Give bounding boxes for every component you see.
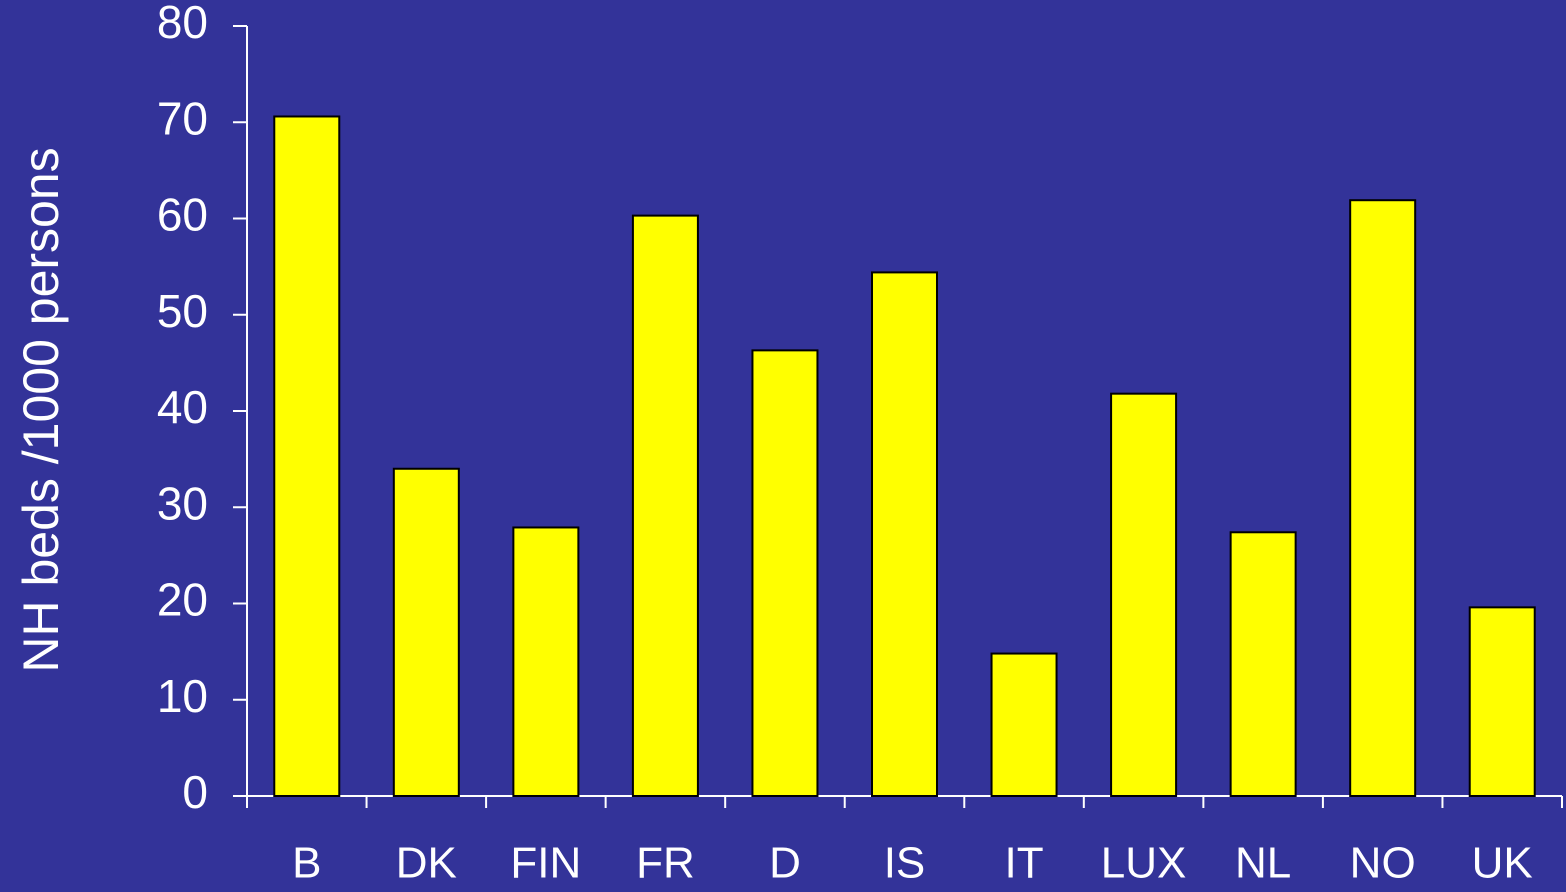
bar	[1468, 606, 1536, 797]
bar	[392, 467, 460, 797]
x-tick-label: IT	[1004, 839, 1043, 888]
x-tick-label: IS	[884, 839, 926, 888]
bar	[512, 526, 580, 798]
x-tick-label: NL	[1235, 839, 1291, 888]
y-tick-label: 30	[157, 477, 208, 529]
y-tick-label: 80	[157, 0, 208, 48]
y-tick-label: 70	[157, 92, 208, 144]
x-tick-label: D	[769, 839, 801, 888]
x-tick-label: FR	[636, 839, 695, 888]
bar	[871, 271, 938, 797]
y-tick-label: 10	[157, 670, 208, 722]
bar	[1349, 199, 1417, 797]
x-tick-label: DK	[396, 839, 457, 888]
y-tick-label: 40	[157, 381, 208, 433]
x-tick-label: B	[292, 839, 321, 888]
y-tick-label: 20	[157, 574, 208, 626]
y-tick-label: 60	[157, 189, 208, 241]
bar	[751, 349, 819, 797]
y-tick-label: 0	[182, 766, 208, 818]
bar	[1229, 531, 1297, 798]
y-tick-label: 50	[157, 285, 208, 337]
x-tick-label: UK	[1472, 839, 1533, 888]
x-tick-label: LUX	[1101, 839, 1187, 888]
bar	[273, 115, 341, 798]
bar	[990, 652, 1058, 797]
y-axis-label: NH beds /1000 persons	[13, 147, 69, 672]
x-tick-label: FIN	[510, 839, 581, 888]
bar	[631, 214, 699, 798]
x-tick-label: NO	[1350, 839, 1416, 888]
bar	[1110, 392, 1178, 797]
